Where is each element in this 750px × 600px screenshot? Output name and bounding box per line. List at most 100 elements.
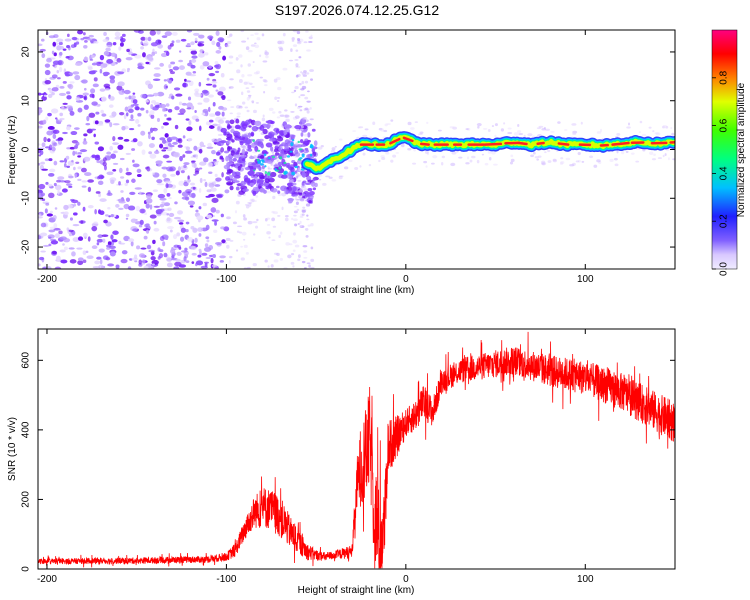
spectrogram-noise-blob	[85, 250, 89, 254]
spectrogram-noise-blob	[123, 138, 130, 142]
spectrogram-noise-blob	[527, 133, 533, 137]
spectrogram-noise-blob	[179, 108, 186, 114]
spectrogram-noise-blob	[276, 97, 281, 99]
spectrogram-noise-blob	[68, 233, 73, 237]
spectrogram-noise-blob	[577, 159, 581, 163]
spectrogram-noise-blob	[140, 107, 145, 111]
spectrogram-noise-blob	[235, 249, 239, 252]
spectrogram-noise-blob	[87, 186, 92, 193]
spectrogram-noise-blob	[98, 264, 104, 269]
spectrogram-noise-blob	[378, 159, 381, 163]
spectrogram-noise-blob	[154, 67, 161, 70]
spectrogram-noise-blob	[47, 112, 52, 117]
spectrogram-noise-blob	[240, 257, 245, 261]
spectrogram-noise-blob	[68, 185, 73, 188]
spectrogram-noise-blob	[166, 217, 171, 222]
spectrogram-noise-blob	[261, 117, 266, 122]
spectrogram-noise-blob	[310, 222, 314, 227]
spectrogram-noise-blob	[173, 151, 180, 158]
spectrogram-band-blob	[266, 123, 271, 129]
spectrogram-noise-blob	[51, 92, 55, 96]
spectrogram-noise-blob	[348, 159, 353, 163]
spectrogram-noise-blob	[580, 121, 583, 125]
spectrogram-noise-blob	[120, 258, 128, 264]
spectrogram-noise-blob	[51, 146, 56, 152]
spectrogram-noise-blob	[507, 127, 512, 130]
spectrogram-noise-blob	[72, 223, 80, 227]
spectrogram-band-blob	[226, 125, 232, 129]
spectrogram-noise-blob	[245, 251, 249, 255]
spectrogram-noise-blob	[304, 96, 309, 100]
spectrogram-noise-blob	[167, 226, 174, 230]
snr-frame	[37, 328, 676, 570]
spectrogram-xtick-label: 100	[577, 274, 594, 285]
spectrogram-band-blob	[290, 146, 294, 152]
spectrogram-noise-blob	[54, 184, 62, 191]
spectrogram-noise-blob	[123, 114, 127, 120]
spectrogram-ridge-core	[483, 142, 503, 146]
spectrogram-noise-blob	[385, 152, 390, 155]
spectrogram-noise-blob	[291, 40, 295, 42]
spectrogram-noise-blob	[298, 195, 301, 199]
spectrogram-noise-blob	[88, 34, 94, 38]
spectrogram-band-blob	[290, 167, 295, 173]
spectrogram-noise-blob	[193, 173, 197, 176]
spectrogram-band-blob	[257, 149, 261, 152]
spectrogram-noise-blob	[210, 187, 217, 192]
spectrogram-noise-blob	[243, 244, 248, 249]
spectrogram-noise-blob	[125, 197, 131, 202]
spectrogram-noise-blob	[476, 122, 482, 127]
spectrogram-noise-blob	[331, 147, 336, 151]
spectrogram-noise-blob	[109, 78, 116, 84]
spectrogram-band-blob	[255, 171, 263, 175]
spectrogram-noise-blob	[52, 215, 57, 220]
spectrogram-noise-blob	[271, 239, 276, 241]
spectrogram-noise-blob	[425, 165, 428, 168]
spectrogram-noise-blob	[96, 123, 104, 127]
spectrogram-noise-blob	[146, 166, 151, 172]
spectrogram-noise-blob	[131, 148, 136, 151]
spectrogram-noise-blob	[182, 154, 186, 158]
spectrogram-noise-blob	[73, 203, 76, 207]
spectrogram-noise-blob	[124, 106, 129, 112]
spectrogram-noise-blob	[190, 64, 196, 69]
spectrogram-noise-blob	[89, 58, 94, 61]
spectrogram-noise-blob	[106, 151, 112, 155]
spectrogram-noise-blob	[51, 87, 59, 92]
spectrogram-noise-blob	[202, 61, 210, 67]
spectrogram-noise-blob	[145, 61, 150, 65]
spectrogram-band-blob	[277, 190, 281, 194]
spectrogram-noise-blob	[90, 128, 97, 131]
spectrogram-noise-blob	[190, 41, 195, 46]
spectrogram-noise-blob	[173, 216, 182, 220]
spectrogram-noise-blob	[432, 155, 438, 159]
spectrogram-band-blob	[267, 175, 273, 179]
spectrogram-band-blob	[304, 182, 312, 186]
spectrogram-noise-blob	[77, 151, 83, 155]
spectrogram-noise-blob	[424, 150, 429, 154]
spectrogram-noise-blob	[111, 239, 118, 243]
spectrogram-band-blob	[307, 187, 313, 192]
spectrogram-noise-blob	[550, 130, 555, 133]
spectrogram-noise-blob	[262, 114, 265, 118]
spectrogram-noise-blob	[205, 224, 210, 231]
spectrogram-noise-blob	[276, 159, 279, 162]
spectrogram-band-blob	[232, 177, 237, 183]
spectrogram-noise-blob	[264, 218, 268, 222]
spectrogram-noise-blob	[201, 112, 206, 116]
spectrogram-noise-blob	[165, 103, 170, 107]
spectrogram-noise-blob	[166, 262, 173, 268]
spectrogram-noise-blob	[72, 212, 78, 216]
snr-ticks: -200 -100 0 100 0 200 400 600	[21, 329, 675, 585]
spectrogram-noise-blob	[75, 161, 80, 165]
spectrogram-noise-blob	[170, 61, 176, 65]
spectrogram-noise-blob	[426, 151, 430, 156]
spectrogram-noise-blob	[140, 130, 146, 136]
spectrogram-noise-blob	[175, 170, 180, 176]
spectrogram-noise-blob	[139, 208, 146, 214]
spectrogram-noise-blob	[536, 127, 542, 130]
spectrogram-noise-blob	[214, 173, 218, 178]
spectrogram-band-blob	[229, 185, 234, 191]
spectrogram-noise-blob	[100, 175, 105, 179]
spectrogram-noise-blob	[77, 257, 84, 262]
